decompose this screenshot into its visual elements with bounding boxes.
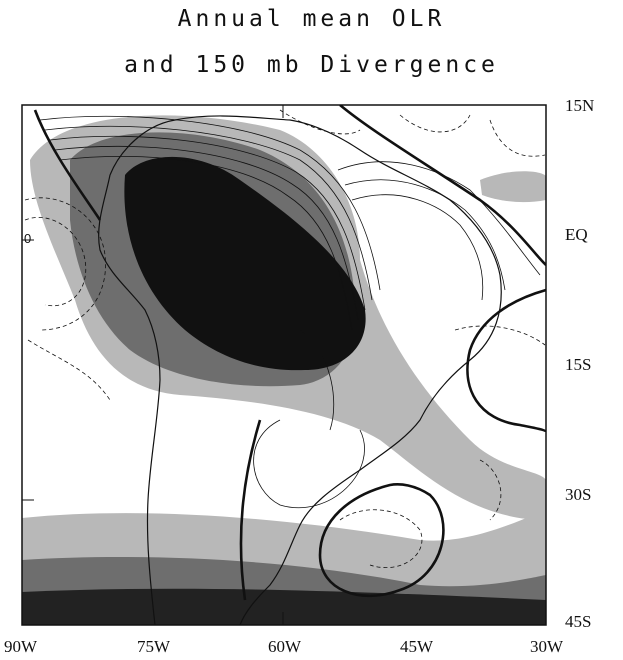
coastline bbox=[98, 115, 502, 625]
zero-contours bbox=[33, 105, 546, 601]
olr-patch-east bbox=[480, 171, 546, 203]
divergence-contours-positive bbox=[39, 115, 541, 508]
lat-label-eq: EQ bbox=[565, 225, 588, 244]
map-title-line-1: Annual mean OLR bbox=[177, 6, 446, 32]
lon-label-90w: 90W bbox=[4, 637, 38, 656]
lat-label-15n: 15N bbox=[565, 96, 595, 115]
lon-label-60w: 60W bbox=[268, 637, 302, 656]
lat-label-45s: 45S bbox=[565, 612, 592, 631]
map-frame bbox=[21, 104, 547, 626]
olr-band-south-dark bbox=[22, 588, 546, 625]
frame-ticks bbox=[22, 105, 284, 625]
lon-label-75w: 75W bbox=[137, 637, 171, 656]
map-title-line-2: and 150 mb Divergence bbox=[124, 52, 499, 78]
lon-label-30w: 30W bbox=[530, 637, 564, 656]
lat-label-30s: 30S bbox=[565, 485, 592, 504]
lon-label-45w: 45W bbox=[400, 637, 434, 656]
lat-label-15s: 15S bbox=[565, 355, 592, 374]
contour-label-zero: 0 bbox=[24, 231, 31, 246]
olr-region-dark bbox=[124, 156, 366, 371]
